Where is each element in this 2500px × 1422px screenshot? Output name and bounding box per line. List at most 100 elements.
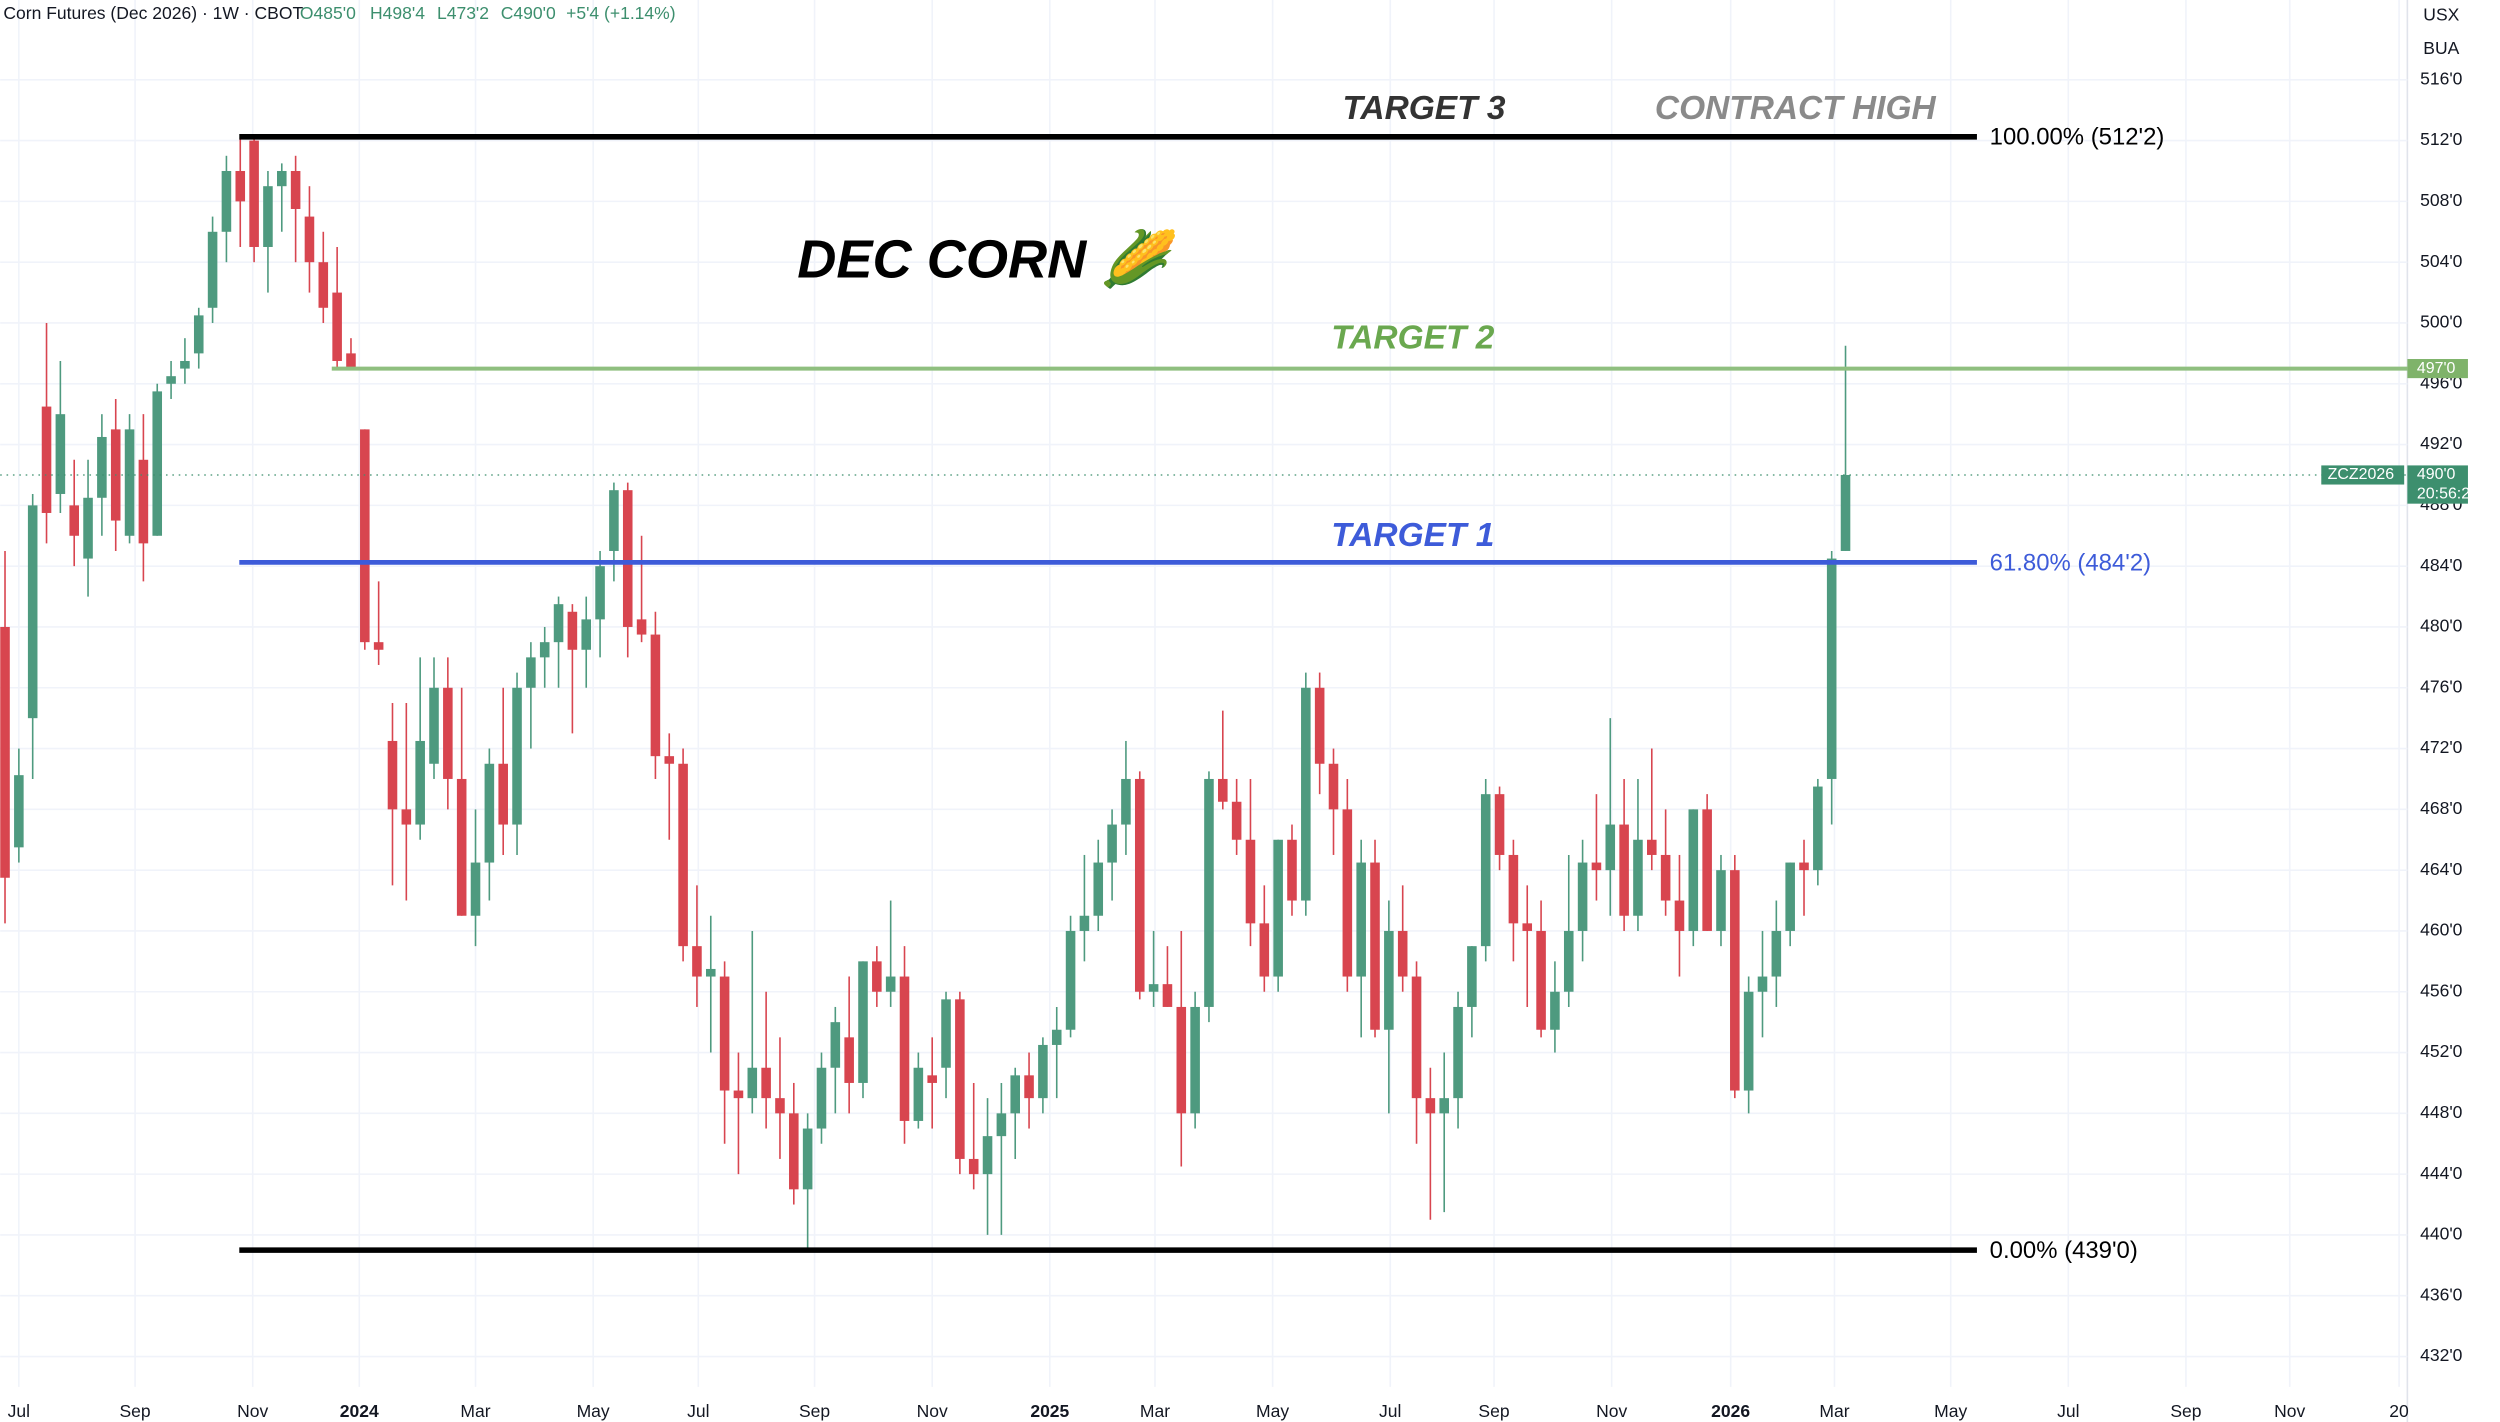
candle-body <box>55 414 66 494</box>
candle-body <box>290 170 301 209</box>
candle-body <box>581 619 592 650</box>
candle-body <box>761 1067 771 1099</box>
candle-body <box>1231 801 1242 840</box>
candle-body <box>1674 900 1685 931</box>
target-label: TARGET 1 <box>1331 517 1494 554</box>
x-tick-label: Sep <box>1478 1401 1509 1421</box>
candle-body <box>166 376 176 384</box>
candle-body <box>1314 687 1325 764</box>
y-tick-label: 476'0 <box>2420 676 2463 696</box>
candle-body <box>858 961 868 1083</box>
candle-body <box>1771 930 1782 977</box>
candle-body <box>1494 794 1505 855</box>
candle-body <box>1536 930 1546 1030</box>
candle-body <box>1840 474 1851 551</box>
plot: 100.00% (512'2) 61.80% (484'2) 0.00% (439'… <box>0 124 2479 1264</box>
candle-body <box>0 626 10 878</box>
candle-body <box>387 740 398 810</box>
candle-body <box>41 406 52 513</box>
candle-body <box>1467 946 1477 1007</box>
x-tick-label: Sep <box>799 1401 830 1421</box>
candle-body <box>235 170 246 202</box>
y-tick-label: 452'0 <box>2420 1041 2463 1061</box>
y-tick-label: 480'0 <box>2420 616 2463 636</box>
candle-body <box>1218 778 1228 802</box>
y-tick-label: 492'0 <box>2420 433 2463 453</box>
candle-body <box>1480 794 1491 947</box>
x-tick-label: May <box>1934 1401 1967 1421</box>
candle-body <box>193 315 204 354</box>
candle-body <box>1453 1006 1463 1099</box>
candle-body <box>263 186 273 247</box>
candle-body <box>802 1128 813 1190</box>
header-low: L473'2 <box>437 3 489 23</box>
candle-body <box>996 1113 1007 1137</box>
candle-body <box>567 611 578 650</box>
y-tick-label: 440'0 <box>2420 1224 2463 1244</box>
candle-body <box>1162 984 1173 1007</box>
candle-body <box>346 353 356 369</box>
candle-body <box>719 976 730 1091</box>
x-tick-label: Sep <box>2170 1401 2201 1421</box>
y-tick-label: 432'0 <box>2420 1345 2463 1365</box>
y-tick-label: 464'0 <box>2420 859 2463 879</box>
candle-body <box>1550 991 1560 1030</box>
candle-body <box>14 775 24 848</box>
y-tick-label: 484'0 <box>2420 555 2463 575</box>
candle-body <box>526 657 536 688</box>
x-tick-label: Jul <box>1379 1401 1401 1421</box>
candle-body <box>470 862 481 916</box>
fib-label: 0.00% (439'0) <box>1990 1237 2138 1264</box>
candle-body <box>968 1158 979 1175</box>
y-tick-label: 516'0 <box>2420 68 2463 88</box>
candle-body <box>1259 923 1270 977</box>
candle-body <box>692 946 702 977</box>
candle-body <box>332 292 342 361</box>
candle-body <box>1743 991 1754 1091</box>
candle-body <box>443 687 453 779</box>
candle-body <box>1065 930 1076 1030</box>
x-tick-label: Sep <box>120 1401 151 1421</box>
candle-body <box>277 170 287 187</box>
candle-body <box>1245 839 1256 924</box>
candle-body <box>1439 1098 1449 1114</box>
y-tick-label: 436'0 <box>2420 1284 2463 1304</box>
y-tick-label: 456'0 <box>2420 980 2463 1000</box>
y-tick-label: 512'0 <box>2420 129 2463 149</box>
candle-body <box>1813 786 1823 871</box>
symbol-tag <box>2321 465 2405 485</box>
candle-body <box>1121 778 1131 825</box>
candle-body <box>429 687 439 764</box>
candle-body <box>872 961 882 992</box>
candle-body <box>1287 839 1297 901</box>
candle-body <box>1633 839 1643 916</box>
candle-body <box>899 976 910 1121</box>
price-tag <box>2407 359 2468 379</box>
candle-body <box>138 459 149 544</box>
candle-body <box>415 740 425 825</box>
candle-body <box>97 436 107 498</box>
target-label: TARGET 3 <box>1342 90 1505 127</box>
target-label: CONTRACT HIGH <box>1655 90 1937 127</box>
candle-body <box>221 170 232 232</box>
candle-body <box>1508 854 1519 924</box>
y-tick-label: 460'0 <box>2420 920 2463 940</box>
candle-body <box>816 1067 827 1129</box>
candle-body <box>927 1075 937 1083</box>
candle-body <box>180 360 190 369</box>
candle-body <box>401 809 412 825</box>
x-tick-label: Mar <box>460 1401 490 1421</box>
fib-label: 61.80% (484'2) <box>1990 549 2151 576</box>
candle-body <box>1010 1075 1021 1114</box>
y-tick-label: 448'0 <box>2420 1102 2463 1122</box>
candle-body <box>830 1022 841 1068</box>
candle-body <box>373 642 384 650</box>
candle-body <box>1051 1029 1062 1045</box>
candle-body <box>636 619 647 635</box>
x-tick-label: Nov <box>1596 1401 1627 1421</box>
candle-body <box>512 687 522 825</box>
candle-body <box>1107 824 1117 863</box>
y-tick-label: 472'0 <box>2420 737 2463 757</box>
